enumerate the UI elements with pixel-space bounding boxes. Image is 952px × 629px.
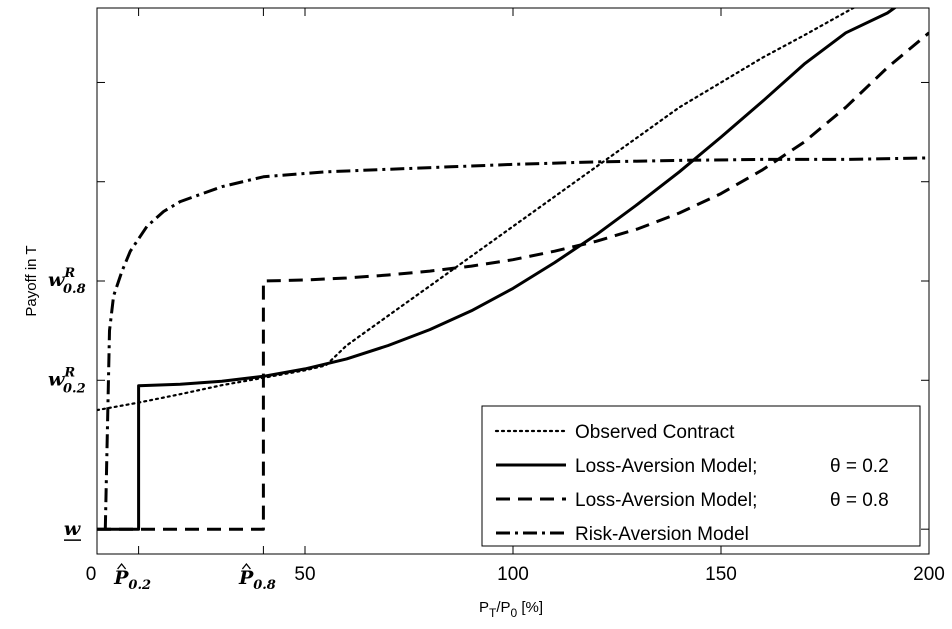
legend: Observed Contract Loss-Aversion Model; θ =…	[481, 405, 921, 547]
legend-box	[481, 405, 921, 547]
x-tick-label-p-0.8: P0.8	[238, 567, 276, 593]
axis-ticks	[96, 8, 930, 554]
x-axis-label-sub2: 0	[511, 606, 518, 620]
legend-label-solid: Loss-Aversion Model;	[575, 456, 757, 477]
x-tick-label-50: 50	[294, 564, 315, 585]
x-tick-label-sub: 0.2	[128, 578, 151, 593]
x-tick-label-base: P	[113, 567, 129, 589]
series-line-solid	[97, 8, 897, 531]
y-tick-label-sup: R	[63, 266, 75, 281]
legend-label-dashed: Loss-Aversion Model;	[575, 490, 757, 511]
x-axis-label-main: P	[479, 599, 489, 616]
x-axis-label-unit: [%]	[517, 599, 543, 616]
series-lines	[97, 8, 929, 531]
x-tick-label-200: 200	[913, 564, 945, 585]
legend-label-dashdot: Risk-Aversion Model	[575, 524, 749, 545]
y-tick-label-sub: 0.8	[63, 282, 86, 297]
x-tick-label-hat	[241, 562, 251, 570]
y-tick-label-w-0.2: wR 0.2	[48, 365, 86, 396]
x-tick-label-150: 150	[705, 564, 737, 585]
legend-label-dotted: Observed Contract	[575, 422, 735, 443]
x-tick-label-100: 100	[497, 564, 529, 585]
y-tick-label-sub: 0.2	[63, 381, 86, 396]
x-tick-label-p-0.2: P0.2	[113, 567, 151, 593]
series-line-dashdot	[103, 156, 929, 530]
legend-theta-dashed: θ = 0.8	[830, 490, 889, 511]
y-tick-label-sup: R	[63, 365, 75, 380]
series-line-dashed	[97, 31, 929, 531]
x-tick-label-sub: 0.8	[253, 578, 276, 593]
x-tick-label-0: 0	[86, 564, 97, 585]
x-tick-label-base: P	[238, 567, 254, 589]
series-line-dotted	[97, 8, 856, 412]
y-tick-labels: wwR 0.2wR 0.8	[48, 266, 86, 541]
legend-items: Observed Contract Loss-Aversion Model; θ =…	[494, 422, 889, 545]
x-tick-label-hat	[117, 562, 127, 570]
legend-theta-solid: θ = 0.2	[830, 456, 889, 477]
y-tick-label-base: w	[48, 269, 65, 291]
y-tick-label-base: w	[48, 368, 65, 390]
y-tick-label-w-0.8: wR 0.8	[48, 266, 86, 297]
y-tick-label-w: w	[64, 518, 81, 540]
x-axis-label: PT/P0 [%]	[479, 599, 543, 620]
y-axis-label: Payoff in T	[23, 245, 40, 316]
x-axis-label-mid: /P	[496, 599, 510, 616]
x-axis-label-sub1: T	[489, 606, 497, 620]
